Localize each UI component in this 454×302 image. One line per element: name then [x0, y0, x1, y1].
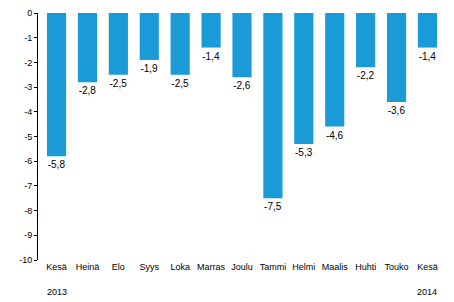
svg-text:Heinä: Heinä — [76, 262, 100, 272]
svg-text:Huhti: Huhti — [355, 262, 376, 272]
svg-text:-2,5: -2,5 — [110, 78, 128, 89]
svg-text:Joulu: Joulu — [231, 262, 253, 272]
svg-text:Kesä: Kesä — [417, 262, 438, 272]
svg-text:-5,3: -5,3 — [295, 147, 313, 158]
svg-text:-5,8: -5,8 — [48, 159, 66, 170]
svg-text:-2: -2 — [24, 58, 32, 68]
svg-text:Maalis: Maalis — [322, 262, 349, 272]
svg-text:-1,4: -1,4 — [202, 51, 220, 62]
svg-text:-6: -6 — [24, 156, 32, 166]
svg-text:-1: -1 — [24, 33, 32, 43]
svg-text:-3: -3 — [24, 82, 32, 92]
svg-text:Elo: Elo — [112, 262, 125, 272]
svg-text:-2,5: -2,5 — [171, 78, 189, 89]
svg-text:-7,5: -7,5 — [264, 201, 282, 212]
svg-text:-1,4: -1,4 — [419, 51, 437, 62]
svg-text:-4,6: -4,6 — [326, 130, 344, 141]
svg-text:2014: 2014 — [417, 287, 437, 297]
svg-text:-9: -9 — [24, 230, 32, 240]
svg-text:Loka: Loka — [170, 262, 190, 272]
svg-text:Kesä: Kesä — [46, 262, 67, 272]
svg-text:Helmi: Helmi — [292, 262, 315, 272]
svg-text:-2,6: -2,6 — [233, 80, 251, 91]
svg-text:-10: -10 — [19, 255, 32, 265]
svg-text:-2,2: -2,2 — [357, 70, 375, 81]
svg-text:Marras: Marras — [197, 262, 226, 272]
svg-text:2013: 2013 — [47, 287, 67, 297]
svg-text:Tammi: Tammi — [260, 262, 287, 272]
svg-text:-1,9: -1,9 — [140, 63, 158, 74]
svg-text:Touko: Touko — [385, 262, 409, 272]
svg-text:-5: -5 — [24, 132, 32, 142]
svg-text:-2,8: -2,8 — [79, 85, 97, 96]
svg-text:-7: -7 — [24, 181, 32, 191]
svg-text:0: 0 — [27, 8, 32, 18]
svg-text:-3,6: -3,6 — [388, 105, 406, 116]
svg-text:-4: -4 — [24, 107, 32, 117]
svg-text:-8: -8 — [24, 206, 32, 216]
svg-text:Syys: Syys — [140, 262, 160, 272]
